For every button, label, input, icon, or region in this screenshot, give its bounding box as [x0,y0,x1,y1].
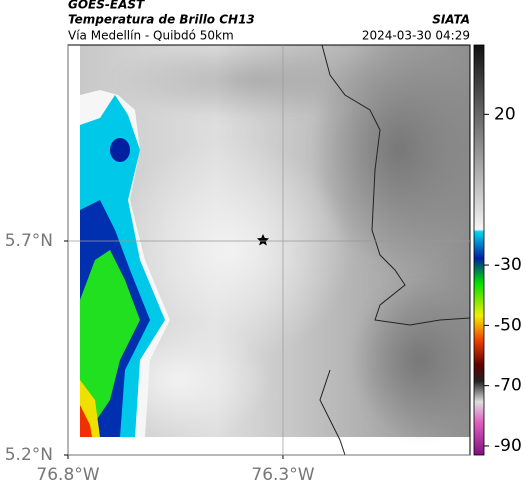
x-tick-label: 76.3°W [251,465,314,485]
y-tick-label: 5.2°N [5,445,53,465]
source: GOES-EAST [68,0,145,12]
colorbar-tick-label: -70 [494,376,522,396]
datetime: 2024-03-30 04:29 [362,29,470,43]
region: Vía Medellín - Quibdó 50km [68,29,234,43]
agency: SIATA [432,13,470,27]
colorbar [473,44,485,456]
imagery [68,45,470,455]
y-tick-label: 5.7°N [5,231,53,251]
colorbar-tick-label: -30 [494,255,522,275]
product: Temperatura de Brillo CH13 [68,13,255,27]
x-tick-label: 76.8°W [36,465,99,485]
colorbar-tick-label: -90 [494,436,522,456]
colorbar-tick-label: -50 [494,315,522,335]
colorbar-tick-label: 20 [494,104,516,124]
